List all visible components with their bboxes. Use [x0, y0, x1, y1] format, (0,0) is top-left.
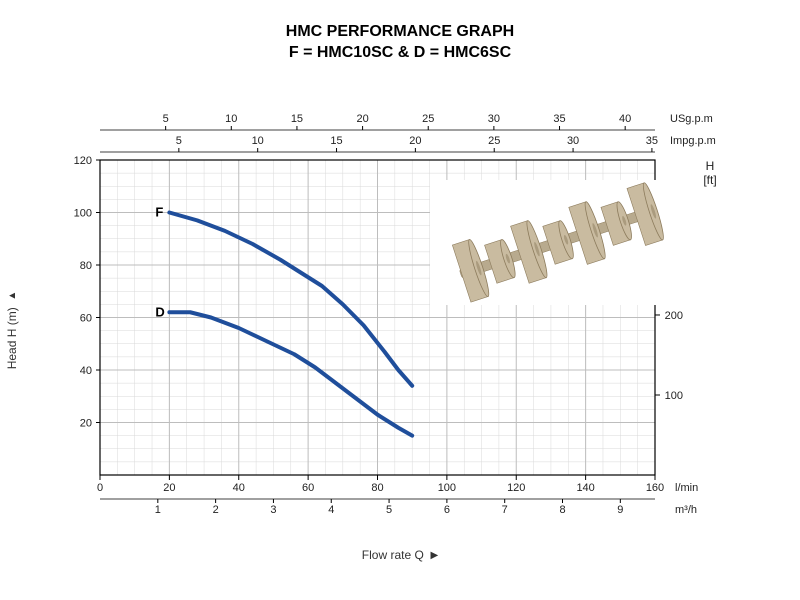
svg-text:9: 9: [617, 504, 623, 516]
svg-text:6: 6: [444, 504, 450, 516]
svg-text:100: 100: [74, 208, 92, 220]
svg-text:2: 2: [213, 504, 219, 516]
svg-text:30: 30: [567, 135, 579, 147]
svg-text:15: 15: [330, 135, 342, 147]
svg-text:20: 20: [409, 135, 421, 147]
svg-text:D: D: [155, 304, 164, 319]
svg-text:200: 200: [665, 310, 683, 322]
svg-text:120: 120: [507, 482, 525, 494]
svg-text:H: H: [706, 159, 715, 173]
svg-text:F: F: [155, 205, 163, 220]
svg-text:10: 10: [252, 135, 264, 147]
y-axis-label: Head H (m) ▲: [5, 291, 19, 370]
svg-text:20: 20: [163, 482, 175, 494]
svg-text:25: 25: [422, 113, 434, 125]
svg-text:3: 3: [270, 504, 276, 516]
svg-text:Impg.p.m: Impg.p.m: [670, 135, 716, 147]
svg-text:35: 35: [646, 135, 658, 147]
svg-text:35: 35: [553, 113, 565, 125]
svg-text:40: 40: [619, 113, 631, 125]
svg-text:4: 4: [328, 504, 334, 516]
svg-text:5: 5: [386, 504, 392, 516]
chart-container: 0 20 40 60 80 100 120 140 160 l/min 1 2 3 4 5 6 7 8 9 m³/h 2…: [40, 100, 760, 560]
svg-text:[ft]: [ft]: [703, 173, 716, 187]
svg-text:7: 7: [502, 504, 508, 516]
svg-text:20: 20: [80, 418, 92, 430]
svg-text:80: 80: [371, 482, 383, 494]
x-axis-label: Flow rate Q ▶: [40, 548, 760, 562]
svg-text:USg.p.m: USg.p.m: [670, 113, 713, 125]
svg-text:140: 140: [576, 482, 594, 494]
svg-text:5: 5: [176, 135, 182, 147]
svg-text:l/min: l/min: [675, 482, 698, 494]
svg-text:5: 5: [163, 113, 169, 125]
svg-text:0: 0: [97, 482, 103, 494]
svg-text:100: 100: [665, 390, 683, 402]
svg-text:60: 60: [80, 313, 92, 325]
svg-text:10: 10: [225, 113, 237, 125]
svg-text:30: 30: [488, 113, 500, 125]
svg-text:60: 60: [302, 482, 314, 494]
svg-text:1: 1: [155, 504, 161, 516]
svg-text:40: 40: [80, 365, 92, 377]
chart-title-line1: HMC PERFORMANCE GRAPH: [0, 22, 800, 43]
chart-svg: 0 20 40 60 80 100 120 140 160 l/min 1 2 3 4 5 6 7 8 9 m³/h 2…: [40, 100, 760, 560]
chart-title-line2: F = HMC10SC & D = HMC6SC: [0, 43, 800, 64]
svg-text:15: 15: [291, 113, 303, 125]
svg-text:40: 40: [233, 482, 245, 494]
svg-text:160: 160: [646, 482, 664, 494]
svg-text:20: 20: [356, 113, 368, 125]
svg-text:8: 8: [559, 504, 565, 516]
svg-text:80: 80: [80, 260, 92, 272]
svg-text:120: 120: [74, 155, 92, 167]
svg-text:m³/h: m³/h: [675, 504, 697, 516]
svg-text:25: 25: [488, 135, 500, 147]
svg-text:100: 100: [438, 482, 456, 494]
